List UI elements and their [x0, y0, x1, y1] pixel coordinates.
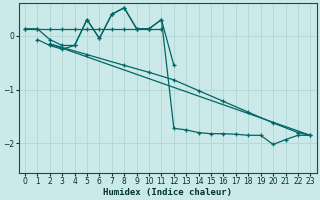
X-axis label: Humidex (Indice chaleur): Humidex (Indice chaleur) [103, 188, 232, 197]
